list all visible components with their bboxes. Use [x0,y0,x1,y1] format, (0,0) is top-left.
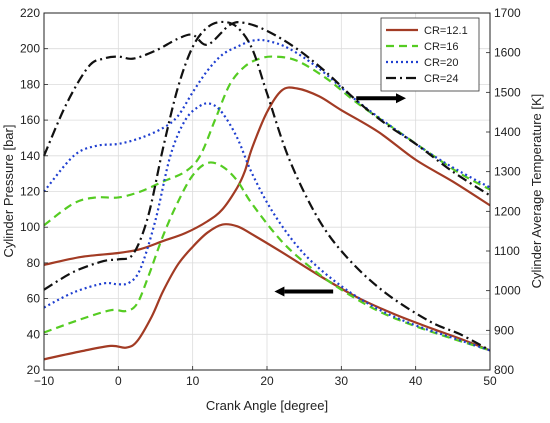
y-left-tick-label: 220 [20,6,40,20]
legend-items: CR=12.1 CR=16 CR=20 CR=24 [386,25,468,85]
y-right-tick-label: 1600 [494,46,521,60]
legend-label-cr-24: CR=24 [424,73,459,85]
y-right-tick-label: 1000 [494,284,521,298]
y-left-tick-label: 40 [27,327,41,341]
y-left-tick-label: 80 [27,256,41,270]
y-right-tick-label: 1300 [494,165,521,179]
tick-layer: −10 0 10 20 30 40 50 20 40 60 80 100 120 140 160 180 200… [20,6,521,388]
x-tick-label: 40 [409,374,423,388]
series-layer [42,20,491,361]
arrow-head [396,93,406,104]
y-axis-right-title: Cylinder Average Temperature [K] [529,94,544,289]
legend-label-cr-20: CR=20 [424,57,459,69]
arrow-left-pressure [274,286,334,297]
pressure-line-cr-20 [43,102,491,352]
arrow-head [274,286,285,297]
y-right-tick-label: 1700 [494,6,521,20]
arrow-right-temperature [356,93,406,104]
y-right-tick-label: 1200 [494,204,521,218]
pressure-line-cr-24 [43,20,491,352]
y-left-tick-label: 120 [20,185,40,199]
y-left-tick-label: 160 [20,113,40,127]
y-left-tick-label: 20 [27,363,41,377]
legend: CR=12.1 CR=16 CR=20 CR=24 [380,17,480,92]
x-tick-label: 50 [483,374,497,388]
legend-label-cr-12-1: CR=12.1 [424,25,468,37]
y-right-tick-label: 1400 [494,125,521,139]
y-right-tick-label: 900 [494,323,514,337]
x-tick-label: 0 [115,374,122,388]
x-tick-label: 10 [186,374,200,388]
x-axis-title: Crank Angle [degree] [206,398,328,413]
pressure-line-cr-12-1 [43,223,491,361]
y-axis-left-title: Cylinder Pressure [bar] [1,125,16,258]
arrow-layer [274,93,406,297]
y-left-tick-label: 180 [20,77,40,91]
temperature-line-cr-24 [42,21,491,197]
y-left-tick-label: 140 [20,149,40,163]
grid-layer [44,13,490,370]
y-right-tick-label: 1100 [494,244,520,258]
y-right-tick-label: 1500 [494,85,521,99]
x-tick-label: −10 [34,374,55,388]
y-left-tick-label: 100 [20,220,40,234]
temperature-line-cr-20 [43,38,491,193]
y-right-tick-label: 800 [494,363,514,377]
temperature-line-cr-12-1 [43,86,491,266]
y-left-tick-label: 60 [27,292,41,306]
legend-label-cr-16: CR=16 [424,41,459,53]
y-left-tick-label: 200 [20,42,40,56]
x-tick-label: 20 [260,374,274,388]
x-tick-label: 30 [335,374,349,388]
pressure-line-cr-16 [43,161,491,352]
